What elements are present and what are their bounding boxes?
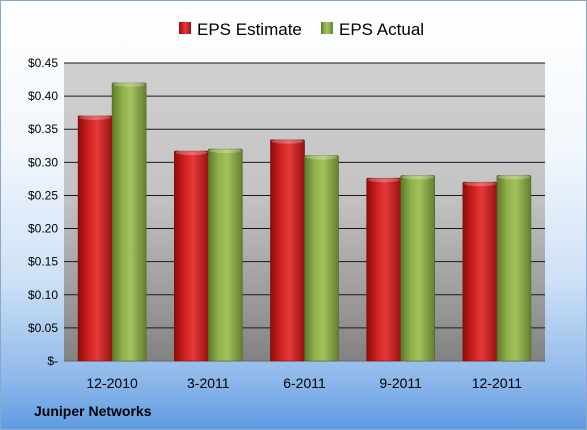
bar-top-highlight: [305, 154, 338, 160]
bar-eps-actual: [400, 175, 436, 362]
y-tick-label: $0.30: [28, 155, 58, 169]
legend-swatch-eps-estimate: [179, 22, 191, 34]
bar-eps-estimate: [366, 177, 402, 362]
bar-eps-estimate: [462, 181, 498, 362]
y-tick-label: $0.25: [28, 188, 58, 202]
y-tick-label: $0.45: [28, 56, 58, 70]
bar-eps-actual: [496, 175, 532, 362]
bar-top-highlight: [209, 148, 242, 154]
legend-swatch-eps-actual: [321, 22, 333, 34]
y-tick-label: $0.05: [28, 321, 58, 335]
bar-top-highlight: [463, 181, 496, 187]
y-tick-label: $-: [47, 354, 58, 368]
bar-top-highlight: [113, 81, 146, 87]
bar-eps-estimate: [77, 115, 113, 362]
y-tick-label: $0.10: [28, 288, 58, 302]
legend: EPS Estimate EPS Actual: [179, 20, 424, 39]
x-category-label: 9-2011: [379, 375, 422, 391]
bar-top-highlight: [367, 177, 400, 183]
x-category-label: 6-2011: [283, 375, 326, 391]
y-tick-label: $0.20: [28, 222, 58, 236]
legend-label-eps-actual: EPS Actual: [339, 20, 424, 39]
x-category-label: 3-2011: [187, 375, 230, 391]
y-tick-label: $0.15: [28, 255, 58, 269]
bar-top-highlight: [497, 174, 530, 180]
bar-eps-actual: [111, 82, 147, 362]
bar-top-highlight: [271, 138, 304, 144]
x-category-label: 12-2011: [472, 375, 523, 391]
bar-eps-actual: [208, 148, 243, 362]
bar-eps-actual: [304, 155, 339, 362]
y-tick-label: $0.35: [28, 122, 58, 136]
bar-top-highlight: [79, 114, 112, 120]
bar-top-highlight: [175, 150, 208, 156]
legend-label-eps-estimate: EPS Estimate: [197, 20, 302, 39]
x-category-label: 12-2010: [86, 375, 138, 391]
company-name: Juniper Networks: [34, 403, 152, 419]
bar-eps-estimate: [174, 150, 209, 362]
bar-top-highlight: [401, 174, 434, 180]
y-tick-label: $0.40: [28, 89, 58, 103]
bar-eps-estimate: [270, 139, 305, 362]
